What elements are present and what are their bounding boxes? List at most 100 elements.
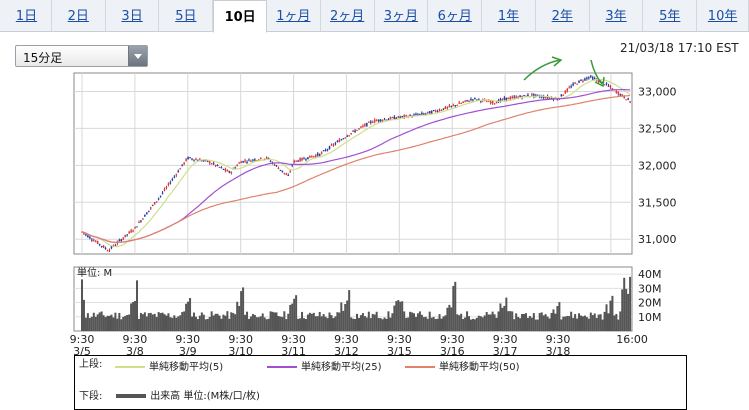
volume-bar	[629, 276, 632, 331]
volume-bar	[267, 318, 270, 331]
annotation-arrow-down	[590, 59, 603, 85]
candle-body	[458, 102, 460, 104]
candle-body	[409, 114, 411, 116]
legend-label-volume: 出来高 単位:(M株/口/枚)	[150, 391, 260, 402]
candle-body	[167, 183, 170, 185]
volume-bar	[452, 286, 455, 331]
volume-bar	[275, 312, 278, 331]
candle-body	[311, 156, 313, 158]
candle-body	[173, 176, 176, 178]
candle-body	[588, 77, 590, 79]
candle-body	[136, 226, 138, 228]
interval-select[interactable]: 15分足	[15, 45, 148, 67]
volume-bar	[202, 314, 205, 331]
volume-bar	[159, 313, 162, 331]
legend-item-sma25: 単純移動平均(25)	[267, 358, 382, 373]
volume-bar	[192, 312, 195, 331]
legend-upper-label: 上段:	[79, 359, 103, 370]
candle-body	[316, 153, 319, 156]
candle-body	[305, 159, 307, 161]
candle-body	[615, 91, 618, 93]
volume-bar	[210, 311, 213, 331]
volume-bar	[471, 318, 474, 331]
volume-bar	[139, 312, 142, 331]
tab-0[interactable]: 1日	[2, 0, 52, 31]
tab-11[interactable]: 3年	[590, 0, 644, 31]
tab-6[interactable]: 2ヶ月	[321, 0, 375, 31]
volume-bar	[273, 312, 276, 331]
volume-bar	[100, 311, 103, 331]
tab-12[interactable]: 5年	[643, 0, 698, 31]
volume-bar	[413, 313, 416, 331]
volume-bar	[302, 318, 305, 331]
candle-body	[161, 192, 164, 194]
volume-bar	[342, 310, 345, 331]
volume-bar	[456, 314, 459, 331]
candle-body	[250, 160, 252, 162]
candle-body	[546, 96, 549, 99]
tab-8[interactable]: 6ヶ月	[428, 0, 483, 31]
volume-tick-0: 40M	[638, 268, 662, 281]
candle-body	[218, 166, 221, 168]
volume-bar	[365, 317, 368, 331]
volume-bar	[462, 319, 465, 331]
candle-body	[385, 119, 388, 121]
candle-body	[426, 111, 429, 113]
tab-5[interactable]: 1ヶ月	[267, 0, 321, 31]
tab-7[interactable]: 3ヶ月	[375, 0, 429, 31]
volume-bar	[128, 314, 131, 331]
volume-bar	[387, 311, 390, 331]
candle-body	[560, 94, 563, 97]
volume-bar	[505, 297, 508, 331]
volume-bar	[112, 317, 115, 331]
volume-bar	[189, 297, 192, 331]
volume-bar	[511, 311, 514, 331]
volume-bar	[381, 319, 384, 331]
candle-body	[456, 104, 459, 106]
candle-body	[489, 101, 492, 104]
volume-bar	[185, 303, 188, 331]
volume-bar	[371, 313, 374, 331]
candle-body	[505, 97, 508, 101]
tab-9[interactable]: 1年	[482, 0, 536, 31]
candle-body	[405, 115, 407, 117]
candle-body	[503, 97, 506, 100]
tab-2[interactable]: 3日	[106, 0, 160, 31]
candle-body	[603, 84, 606, 86]
volume-bar	[344, 304, 347, 331]
volume-bar	[208, 316, 211, 331]
tab-1[interactable]: 2日	[52, 0, 106, 31]
volume-bar	[469, 319, 472, 331]
volume-bar	[310, 313, 313, 331]
candle-body	[391, 117, 394, 119]
candle-body	[428, 111, 431, 114]
volume-bar	[204, 319, 207, 331]
candle-body	[171, 179, 174, 181]
tab-4[interactable]: 10日	[213, 0, 268, 33]
candle-body	[179, 168, 182, 170]
volume-bar	[145, 316, 148, 331]
volume-bar	[247, 318, 250, 331]
volume-bar	[334, 316, 337, 331]
candle-body	[140, 220, 142, 222]
tab-10[interactable]: 2年	[536, 0, 590, 31]
candle-body	[155, 201, 158, 203]
candle-body	[106, 250, 109, 252]
candle-body	[623, 95, 626, 99]
candle-body	[203, 160, 205, 162]
volume-bar	[495, 317, 498, 331]
candle-body	[617, 91, 620, 95]
volume-bar	[503, 305, 506, 331]
volume-bar	[84, 317, 87, 331]
chevron-down-icon[interactable]	[128, 46, 147, 66]
candle-body	[120, 239, 123, 241]
volume-bar	[104, 317, 107, 331]
volume-bar	[591, 315, 594, 331]
legend-swatch-sma50	[405, 366, 435, 368]
tab-3[interactable]: 5日	[159, 0, 214, 31]
volume-bar	[617, 319, 620, 331]
volume-bar	[540, 312, 543, 331]
candle-body	[417, 114, 419, 116]
volume-bar	[230, 312, 233, 331]
candle-body	[309, 155, 311, 158]
